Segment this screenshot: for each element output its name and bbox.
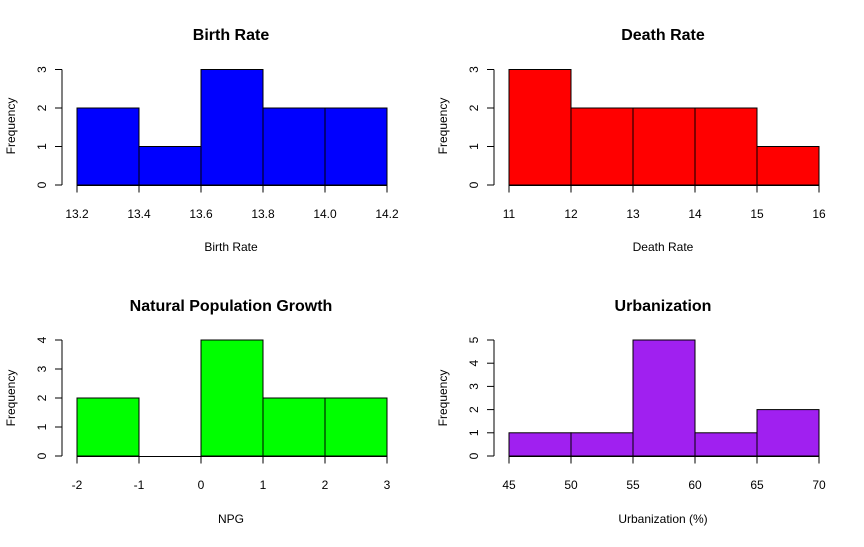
histogram-bar bbox=[756, 146, 820, 186]
histogram-bar bbox=[76, 397, 140, 457]
histogram-bar bbox=[76, 107, 140, 186]
y-tick-label: 0 bbox=[467, 452, 481, 459]
histogram-bar bbox=[694, 432, 758, 457]
chart-title: Death Rate bbox=[621, 27, 705, 44]
x-tick-label: 13.6 bbox=[189, 207, 213, 221]
x-tick-label: 50 bbox=[564, 478, 578, 492]
x-tick-label: 0 bbox=[198, 478, 205, 492]
histogram-bar bbox=[138, 146, 202, 186]
y-tick-label: 4 bbox=[467, 360, 481, 367]
x-axis-label: Birth Rate bbox=[204, 240, 258, 254]
panel-urbanization: Urbanization Urbanization (%) Frequency … bbox=[436, 298, 826, 526]
x-tick-label: 13.2 bbox=[65, 207, 89, 221]
y-axis-label: Frequency bbox=[4, 98, 18, 155]
panel-death-rate: Death Rate Death Rate Frequency 11 12 13 14… bbox=[436, 27, 826, 254]
y-tick-label: 2 bbox=[35, 394, 49, 401]
y-tick-label: 3 bbox=[35, 66, 49, 73]
histogram-bar bbox=[324, 107, 388, 186]
histogram-bar bbox=[632, 107, 696, 186]
x-tick-label: -1 bbox=[134, 478, 145, 492]
y-tick-label: 1 bbox=[35, 143, 49, 150]
histogram-bar bbox=[694, 107, 758, 186]
panel-natural-population-growth: Natural Population Growth NPG Frequency … bbox=[4, 298, 391, 526]
y-tick-label: 4 bbox=[35, 336, 49, 343]
x-tick-label: 13.4 bbox=[127, 207, 151, 221]
y-tick-label: 2 bbox=[467, 406, 481, 413]
histogram-bar bbox=[200, 69, 264, 186]
x-tick-label: 70 bbox=[812, 478, 826, 492]
y-tick-label: 1 bbox=[35, 423, 49, 430]
y-tick-label: 2 bbox=[467, 104, 481, 111]
histogram-bar bbox=[570, 432, 634, 457]
histogram-bar bbox=[200, 339, 264, 457]
x-tick-label: 2 bbox=[322, 478, 329, 492]
histogram-bar bbox=[508, 432, 572, 457]
x-axis-label: Death Rate bbox=[633, 240, 694, 254]
x-tick-label: 11 bbox=[503, 207, 516, 221]
x-tick-label: 14.2 bbox=[375, 207, 399, 221]
y-tick-label: 3 bbox=[467, 383, 481, 390]
y-tick-label: 3 bbox=[467, 66, 481, 73]
y-tick-label: 0 bbox=[35, 452, 49, 459]
histogram-bar bbox=[632, 339, 696, 457]
histogram-bar bbox=[324, 397, 388, 457]
x-tick-label: 55 bbox=[626, 478, 640, 492]
histogram-bar bbox=[756, 409, 820, 457]
x-tick-label: 14.0 bbox=[313, 207, 337, 221]
x-tick-label: 3 bbox=[384, 478, 391, 492]
y-axis-label: Frequency bbox=[436, 370, 450, 427]
y-tick-label: 1 bbox=[467, 429, 481, 436]
y-axis-label: Frequency bbox=[436, 98, 450, 155]
y-tick-label: 0 bbox=[35, 181, 49, 188]
x-tick-label: 65 bbox=[750, 478, 764, 492]
chart-title: Natural Population Growth bbox=[130, 298, 333, 315]
panel-birth-rate: Birth Rate Birth Rate Frequency 13.2 13.4… bbox=[4, 27, 399, 254]
y-tick-label: 0 bbox=[467, 181, 481, 188]
y-tick-label: 3 bbox=[35, 365, 49, 372]
x-tick-label: 13.8 bbox=[251, 207, 275, 221]
x-tick-label: 15 bbox=[750, 207, 764, 221]
x-tick-label: 13 bbox=[626, 207, 640, 221]
x-tick-label: 45 bbox=[502, 478, 516, 492]
x-axis-label: NPG bbox=[218, 512, 244, 526]
y-axis-label: Frequency bbox=[4, 370, 18, 427]
x-tick-label: 60 bbox=[688, 478, 702, 492]
histogram-bar bbox=[570, 107, 634, 186]
x-tick-label: -2 bbox=[72, 478, 83, 492]
y-tick-label: 1 bbox=[467, 143, 481, 150]
chart-title: Urbanization bbox=[615, 298, 712, 315]
y-tick-label: 5 bbox=[467, 336, 481, 343]
histogram-bar bbox=[262, 397, 326, 457]
x-tick-label: 14 bbox=[688, 207, 702, 221]
x-tick-label: 16 bbox=[812, 207, 826, 221]
y-tick-label: 2 bbox=[35, 104, 49, 111]
x-tick-label: 1 bbox=[260, 478, 267, 492]
histogram-bar bbox=[262, 107, 326, 186]
x-axis-label: Urbanization (%) bbox=[618, 512, 707, 526]
chart-title: Birth Rate bbox=[193, 27, 270, 44]
histogram-bar bbox=[508, 69, 572, 186]
x-tick-label: 12 bbox=[564, 207, 578, 221]
